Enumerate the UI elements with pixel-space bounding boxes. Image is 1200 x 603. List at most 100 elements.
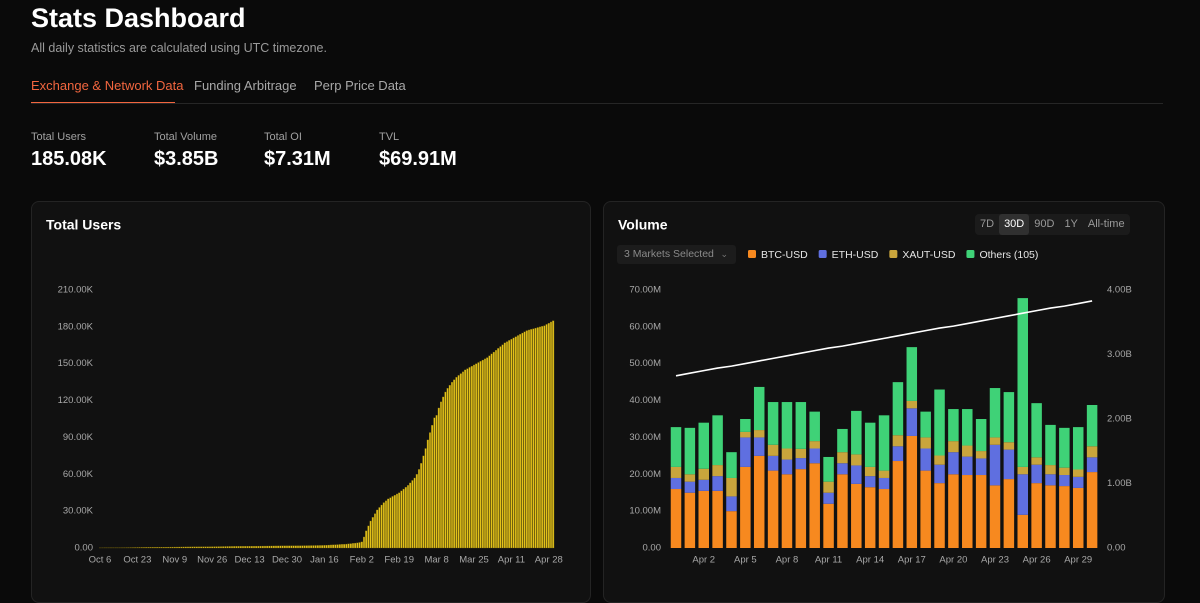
bar-segment bbox=[1059, 486, 1070, 548]
bar bbox=[365, 531, 367, 548]
range-button[interactable]: 7D bbox=[975, 214, 999, 235]
bar bbox=[339, 544, 341, 548]
bar bbox=[332, 545, 334, 548]
page-title: Stats Dashboard bbox=[31, 3, 246, 34]
x-tick-label: Apr 5 bbox=[734, 555, 757, 566]
bar bbox=[150, 547, 152, 548]
bar-segment bbox=[768, 402, 779, 445]
bar bbox=[310, 546, 312, 548]
bar-segment bbox=[712, 476, 723, 491]
legend-label: ETH-USD bbox=[832, 249, 879, 261]
bar-segment bbox=[976, 458, 987, 475]
bar bbox=[522, 333, 524, 548]
bar bbox=[458, 375, 460, 548]
bar bbox=[137, 547, 139, 548]
bar bbox=[293, 546, 295, 548]
bar bbox=[346, 544, 348, 548]
bar-segment bbox=[712, 465, 723, 476]
bar bbox=[341, 544, 343, 548]
legend-label: XAUT-USD bbox=[902, 249, 956, 261]
range-button[interactable]: All-time bbox=[1083, 214, 1130, 235]
y-tick-label: 50.00M bbox=[629, 358, 661, 369]
bar-segment bbox=[782, 402, 793, 448]
x-tick-label: Mar 8 bbox=[424, 555, 448, 566]
bar-segment bbox=[1059, 428, 1070, 468]
bar bbox=[416, 474, 418, 548]
bar bbox=[255, 546, 257, 548]
bar-segment bbox=[990, 437, 1001, 444]
bar bbox=[548, 323, 550, 548]
bar bbox=[145, 547, 147, 548]
bar bbox=[271, 546, 273, 548]
bar bbox=[253, 546, 255, 548]
bar bbox=[211, 547, 213, 548]
bar-segment bbox=[1087, 405, 1098, 446]
tab[interactable]: Funding Arbitrage bbox=[194, 78, 297, 93]
x-tick-label: Apr 11 bbox=[498, 555, 525, 566]
market-selector-text: 3 Markets Selected bbox=[624, 248, 714, 260]
bar bbox=[359, 542, 361, 548]
tab[interactable]: Exchange & Network Data bbox=[31, 78, 183, 93]
bar bbox=[350, 544, 352, 548]
bar-segment bbox=[962, 409, 973, 445]
bar-segment bbox=[1004, 450, 1015, 479]
bar-segment bbox=[796, 402, 807, 449]
bar bbox=[387, 499, 389, 548]
range-button[interactable]: 30D bbox=[999, 214, 1029, 235]
bar-segment bbox=[1004, 442, 1015, 449]
range-button[interactable]: 90D bbox=[1029, 214, 1059, 235]
bar bbox=[541, 326, 543, 548]
bar-segment bbox=[893, 461, 904, 548]
bar bbox=[227, 546, 229, 548]
bar bbox=[266, 546, 268, 548]
bar-segment bbox=[837, 463, 848, 474]
bar-segment bbox=[851, 484, 862, 548]
bar-segment bbox=[934, 465, 945, 483]
x-tick-label: Mar 25 bbox=[459, 555, 489, 566]
stat-label: Total Volume bbox=[154, 131, 217, 143]
bar bbox=[524, 332, 526, 548]
bar-segment bbox=[1073, 427, 1084, 469]
bar bbox=[299, 546, 301, 548]
bar bbox=[203, 547, 205, 548]
bar bbox=[513, 338, 515, 548]
y-tick-label: 20.00M bbox=[629, 469, 661, 480]
bar bbox=[480, 361, 482, 548]
bar bbox=[354, 543, 356, 548]
bar bbox=[337, 545, 339, 548]
bar bbox=[370, 521, 372, 548]
market-selector[interactable]: 3 Markets Selected⌄ bbox=[617, 245, 736, 264]
bar bbox=[218, 547, 220, 548]
bar bbox=[431, 425, 433, 548]
bar-segment bbox=[740, 419, 751, 432]
bar bbox=[216, 547, 218, 548]
y2-tick-label: 0.00 bbox=[1107, 543, 1126, 554]
bar-segment bbox=[879, 489, 890, 548]
bar bbox=[198, 547, 200, 548]
tab[interactable]: Perp Price Data bbox=[314, 78, 406, 93]
bar bbox=[449, 385, 451, 548]
bar-segment bbox=[1045, 474, 1056, 485]
bar-segment bbox=[1059, 468, 1070, 475]
bar bbox=[528, 330, 530, 548]
bar-segment bbox=[671, 478, 682, 489]
bar-segment bbox=[740, 432, 751, 438]
range-button[interactable]: 1Y bbox=[1059, 214, 1082, 235]
bar bbox=[269, 546, 271, 548]
bar-segment bbox=[976, 419, 987, 451]
bar bbox=[321, 545, 323, 548]
y-tick-label: 90.00K bbox=[63, 432, 94, 443]
bar bbox=[352, 543, 354, 548]
bar bbox=[236, 546, 238, 548]
bar bbox=[537, 327, 539, 548]
range-selector: 7D 30D 90D 1Y All-time bbox=[975, 214, 1130, 235]
bar-segment bbox=[726, 496, 737, 511]
bar bbox=[478, 362, 480, 548]
bar-segment bbox=[754, 437, 765, 455]
bar bbox=[247, 546, 249, 548]
bar bbox=[451, 382, 453, 548]
bar-segment bbox=[726, 478, 737, 496]
bar-segment bbox=[879, 471, 890, 478]
x-tick-label: Apr 8 bbox=[776, 555, 799, 566]
